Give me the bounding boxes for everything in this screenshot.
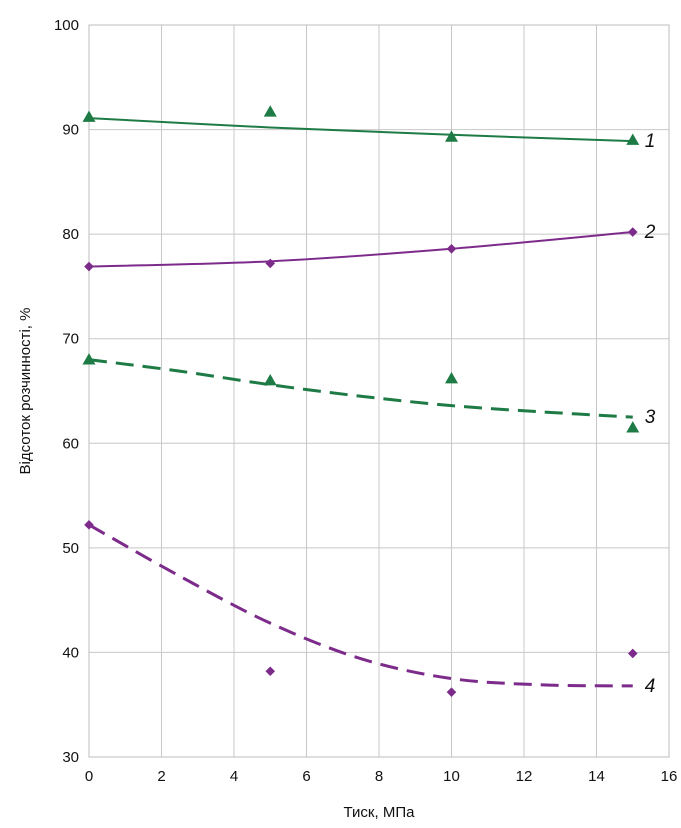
x-tick-label-2: 4 — [230, 768, 238, 785]
grid — [88, 24, 670, 758]
series-2-trend-line — [88, 231, 633, 268]
series-3-point-3 — [626, 421, 640, 433]
series-4-point-0 — [84, 520, 94, 530]
series-3-point-1 — [263, 374, 277, 386]
series-3-label: 3 — [645, 407, 656, 428]
y-tick-label-7: 100 — [54, 17, 79, 34]
y-tick-label-6: 90 — [62, 122, 79, 139]
series-2-point-1 — [265, 258, 276, 269]
series-3-point-2 — [445, 371, 458, 384]
series-1-point-1 — [263, 105, 277, 117]
x-tick-label-4: 8 — [375, 768, 383, 785]
x-axis-title: Тиск, МПа — [344, 804, 416, 821]
y-axis-title: Відсоток розчинності, % — [17, 308, 34, 475]
series-2-point-2 — [446, 243, 457, 254]
series-1-point-3 — [626, 133, 640, 145]
series-1-point-0 — [82, 110, 96, 122]
y-tick-label-3: 60 — [62, 435, 79, 452]
trend-lines — [88, 117, 633, 688]
series-4-trend-line — [88, 523, 633, 688]
series-3-point-0 — [82, 353, 96, 365]
series-4-label: 4 — [645, 676, 656, 697]
x-tick-labels: 0 2 4 6 8 10 12 14 16 — [85, 768, 678, 785]
series-2-point-0 — [84, 261, 94, 272]
series-labels: 1 2 3 4 — [644, 131, 656, 697]
y-tick-label-5: 80 — [62, 226, 79, 243]
x-tick-label-1: 2 — [157, 768, 165, 785]
data-markers — [82, 105, 640, 697]
y-tick-label-4: 70 — [62, 331, 79, 348]
series-4-point-2 — [446, 687, 457, 697]
series-3-trend-line — [88, 358, 633, 419]
x-tick-label-7: 14 — [588, 768, 605, 785]
x-tick-label-8: 16 — [661, 768, 678, 785]
series-2-point-3 — [627, 227, 638, 237]
y-tick-label-1: 40 — [62, 644, 79, 661]
x-tick-label-6: 12 — [516, 768, 533, 785]
series-1-point-2 — [445, 130, 458, 142]
x-tick-label-5: 10 — [443, 768, 460, 785]
series-1-label: 1 — [645, 131, 656, 152]
series-4-point-1 — [265, 666, 276, 677]
series-1-trend-line — [88, 117, 633, 143]
series-2-label: 2 — [644, 222, 656, 243]
x-tick-label-3: 6 — [302, 768, 310, 785]
y-tick-label-0: 30 — [62, 749, 79, 766]
x-tick-label-0: 0 — [85, 768, 93, 785]
y-tick-label-2: 50 — [62, 540, 79, 557]
plot-frame — [88, 24, 670, 758]
series-4-point-3 — [627, 648, 638, 659]
y-tick-labels: 30 40 50 60 70 80 90 100 — [54, 17, 79, 766]
